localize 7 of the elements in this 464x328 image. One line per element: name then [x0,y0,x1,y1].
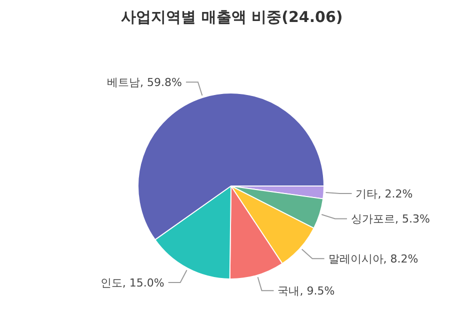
slice-label: 인도, 15.0% [100,276,164,290]
chart-title: 사업지역별 매출액 비중(24.06) [121,8,343,26]
slice-label: 기타, 2.2% [356,188,413,201]
slice-label: 베트남, 59.8% [107,76,182,90]
slice-label: 싱가포르, 5.3% [350,212,430,226]
slice-label: 말레이시아, 8.2% [328,252,418,266]
slice-label: 국내, 9.5% [278,284,335,298]
